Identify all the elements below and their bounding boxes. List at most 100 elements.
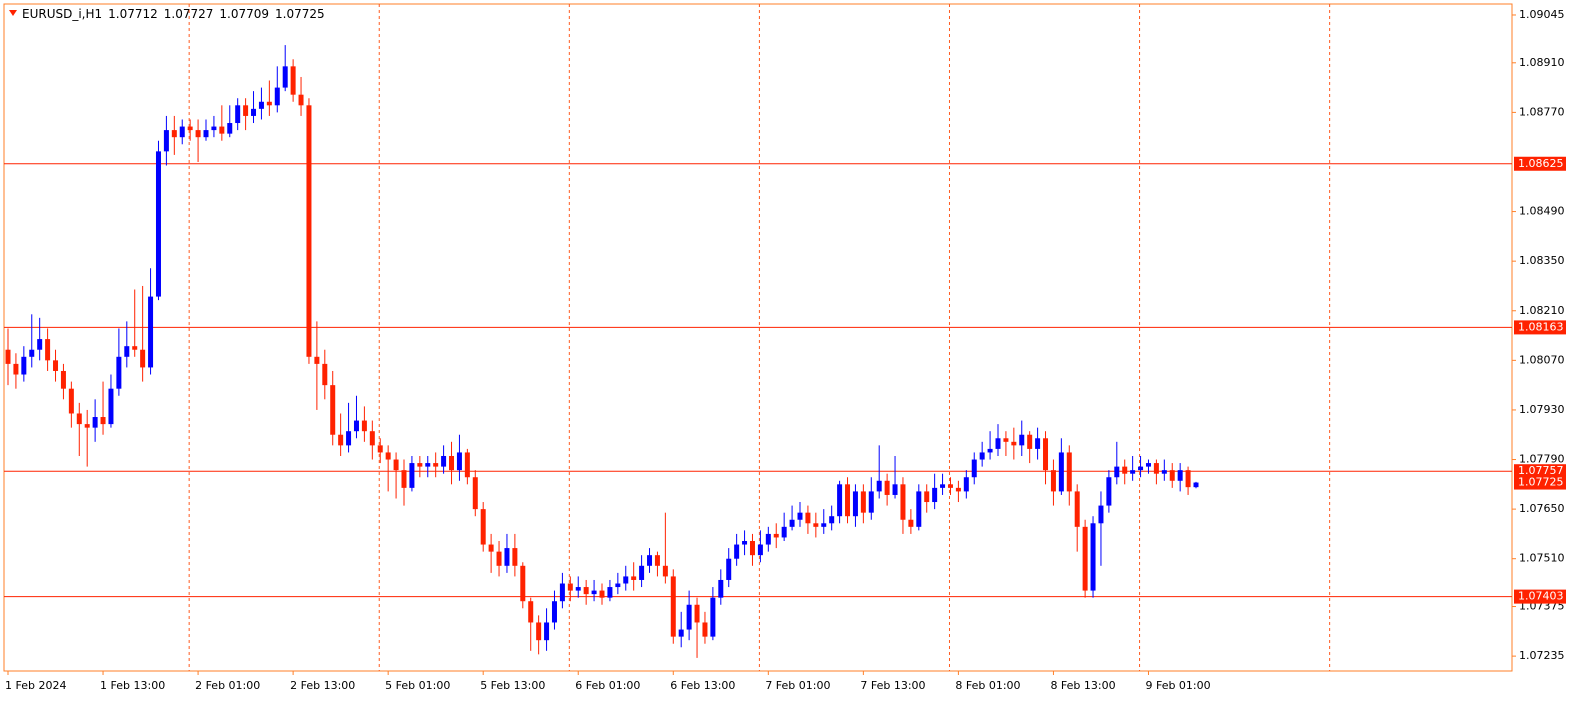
candle-body — [829, 516, 835, 524]
candle-body — [290, 66, 296, 95]
candle-body — [670, 576, 676, 637]
header-value: 1.07712 — [108, 7, 158, 21]
candle-body — [124, 346, 130, 357]
menu-triangle — [9, 10, 17, 16]
candle-body — [773, 533, 779, 538]
candle-body — [900, 484, 906, 520]
candle-body — [963, 477, 969, 492]
candle-body — [1161, 470, 1167, 474]
candle-body — [599, 590, 605, 598]
candle-body — [813, 523, 819, 527]
hline-label: 1.08625 — [1518, 157, 1564, 170]
candle-body — [821, 523, 827, 527]
x-tick-label: 7 Feb 01:00 — [765, 679, 830, 692]
candle-body — [995, 438, 1001, 449]
candle-body — [393, 459, 399, 471]
candle-body — [781, 526, 787, 538]
candle-body — [84, 424, 90, 428]
candle-body — [322, 363, 328, 386]
candle-body — [1043, 438, 1049, 471]
chart-header: EURUSD_i,H1 1.07712 1.07727 1.07709 1.07725 — [22, 7, 325, 21]
candle-body — [845, 484, 851, 517]
candle-body — [987, 448, 993, 453]
candle-body — [1145, 463, 1151, 467]
hline-label-box — [1514, 464, 1566, 479]
candle-body — [425, 463, 431, 467]
candle-body — [155, 151, 161, 297]
candle-body — [1090, 523, 1096, 591]
candle-body — [789, 519, 795, 527]
candle-body — [702, 622, 708, 637]
x-tick-label: 8 Feb 01:00 — [955, 679, 1020, 692]
candle-body — [971, 459, 977, 478]
candle-body — [338, 434, 344, 446]
candle-body — [187, 126, 193, 131]
candle-body — [884, 480, 890, 495]
candle-body — [385, 452, 391, 460]
candle-body — [979, 452, 985, 460]
candle-body — [1019, 434, 1025, 446]
header-value: 1.07727 — [164, 7, 214, 21]
candle-body — [203, 130, 209, 138]
current-price-label: 1.07725 — [1518, 476, 1564, 489]
candle-body — [1098, 505, 1104, 524]
y-tick-label: 1.08350 — [1519, 254, 1565, 267]
candle-body — [314, 356, 320, 364]
candle-body — [1169, 470, 1175, 481]
candle-body — [496, 551, 502, 566]
candle-body — [710, 597, 716, 637]
candle-body — [504, 548, 510, 566]
candle-body — [686, 604, 692, 630]
header-value: EURUSD_i,H1 — [22, 7, 102, 21]
candle-body — [892, 484, 898, 495]
candle-body — [298, 94, 304, 106]
candle-body — [251, 108, 257, 116]
candle-body — [282, 66, 288, 88]
candle-body — [1130, 470, 1136, 474]
candle-body — [132, 346, 138, 350]
y-tick-label: 1.08770 — [1519, 105, 1565, 118]
candle-body — [13, 363, 19, 375]
hline-label-box — [1514, 156, 1566, 171]
candle-body — [464, 452, 470, 478]
candle-body — [512, 548, 518, 566]
candle-body — [369, 431, 375, 446]
candle-body — [361, 420, 367, 432]
x-tick-label: 6 Feb 01:00 — [575, 679, 640, 692]
candle-body — [227, 123, 233, 134]
candle-body — [551, 601, 557, 623]
candle-body — [195, 130, 201, 138]
x-tick-label: 5 Feb 13:00 — [480, 679, 545, 692]
candle-body — [353, 420, 359, 432]
candle-body — [346, 431, 352, 446]
y-tick-label: 1.09045 — [1519, 8, 1565, 21]
candle-body — [266, 101, 272, 106]
x-tick-label: 7 Feb 13:00 — [860, 679, 925, 692]
candle-body — [5, 349, 11, 364]
candle-body — [60, 370, 66, 389]
candle-body — [1138, 466, 1144, 471]
y-tick-label: 1.08490 — [1519, 205, 1565, 218]
candle-body — [940, 484, 946, 488]
candle-body — [488, 544, 494, 552]
candle-body — [1082, 526, 1088, 591]
candle-body — [749, 541, 755, 556]
candle-body — [868, 491, 874, 513]
candle-body — [100, 417, 106, 425]
candle-body — [916, 491, 922, 527]
candle-body — [924, 491, 930, 503]
candle-body — [68, 388, 74, 414]
hline-label-box — [1514, 320, 1566, 335]
candle-body — [583, 587, 589, 595]
candle-body — [607, 587, 613, 598]
candle-body — [449, 455, 455, 471]
candle-body — [441, 455, 447, 467]
candle-body — [148, 296, 154, 368]
candle-body — [1066, 452, 1072, 492]
candle-body — [876, 480, 882, 492]
candle-body — [179, 126, 185, 138]
y-tick-label: 1.07930 — [1519, 403, 1565, 416]
header-value: 1.07709 — [219, 7, 269, 21]
candle-body — [1193, 482, 1199, 488]
